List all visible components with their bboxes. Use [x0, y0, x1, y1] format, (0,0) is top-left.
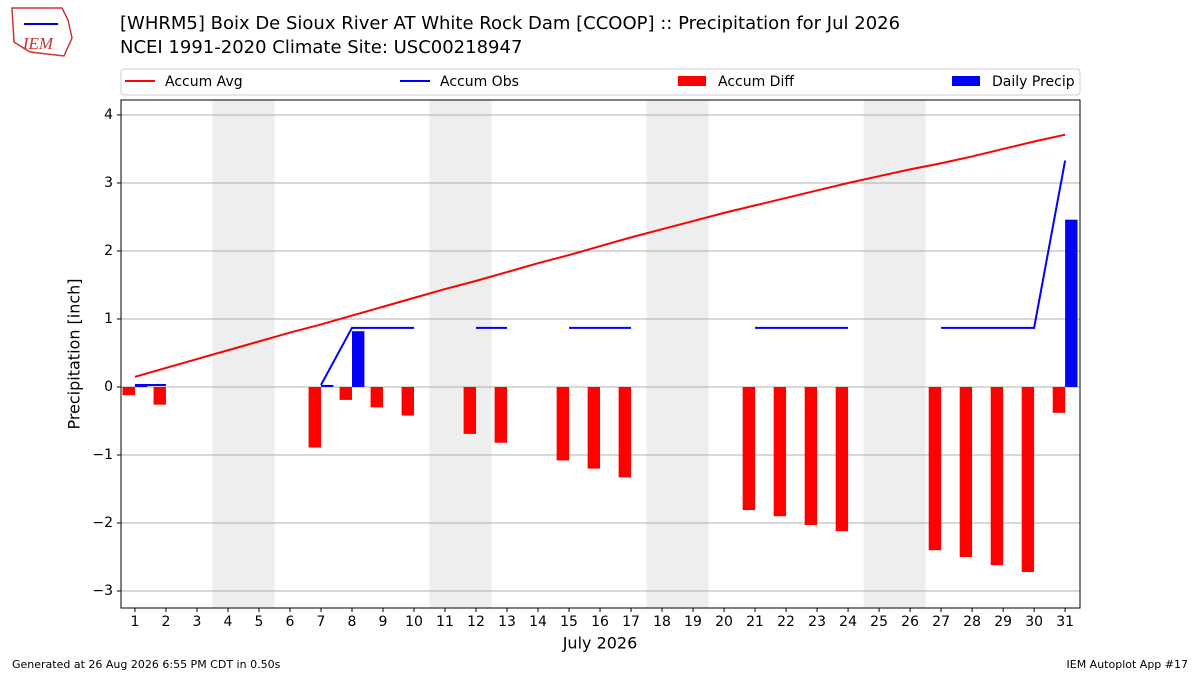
x-tick-label: 5 — [255, 614, 264, 630]
y-tick-label: −3 — [92, 583, 113, 599]
legend-label: Accum Avg — [165, 74, 243, 90]
x-tick-label: 19 — [684, 614, 702, 630]
bar — [370, 386, 383, 408]
legend-box — [120, 68, 1081, 96]
bar — [773, 386, 787, 517]
x-tick-label: 3 — [193, 614, 202, 630]
x-tick-label: 9 — [379, 614, 388, 630]
y-tick-label: 3 — [104, 175, 113, 191]
x-tick-label: 8 — [348, 614, 357, 630]
legend-label: Daily Precip — [992, 74, 1075, 90]
x-tick-label: 14 — [529, 614, 547, 630]
x-tick-label: 26 — [901, 614, 919, 630]
x-tick-label: 18 — [653, 614, 671, 630]
bar — [556, 386, 570, 461]
x-tick-label: 22 — [777, 614, 795, 630]
legend-label: Accum Obs — [440, 74, 519, 90]
chart-title: [WHRM5] Boix De Sioux River AT White Roc… — [120, 13, 900, 34]
shaded-span — [429, 100, 492, 608]
x-tick-label: 2 — [161, 614, 170, 630]
shaded-span — [212, 100, 275, 608]
bar — [401, 386, 415, 416]
footer-right: IEM Autoplot App #17 — [1067, 658, 1189, 671]
x-tick-label: 24 — [839, 614, 857, 630]
x-tick-label: 20 — [715, 614, 733, 630]
legend-swatch — [952, 76, 980, 86]
logo: IEM — [11, 7, 73, 57]
bar — [835, 386, 849, 532]
y-tick-label: 0 — [104, 379, 113, 395]
x-tick-label: 27 — [932, 614, 950, 630]
bar — [339, 386, 352, 400]
bar — [122, 386, 135, 396]
chart-subtitle: NCEI 1991-2020 Climate Site: USC00218947 — [120, 37, 522, 58]
shaded-span — [863, 100, 926, 608]
x-tick-label: 29 — [994, 614, 1012, 630]
x-tick-label: 6 — [286, 614, 295, 630]
y-tick-label: 2 — [104, 243, 113, 259]
x-tick-label: 15 — [560, 614, 578, 630]
x-tick-label: 17 — [622, 614, 640, 630]
logo-text: IEM — [22, 34, 54, 53]
bar — [134, 384, 148, 387]
x-tick-label: 10 — [405, 614, 423, 630]
bar — [990, 386, 1004, 566]
x-tick-label: 16 — [591, 614, 609, 630]
x-tick-label: 23 — [808, 614, 826, 630]
bar — [587, 386, 601, 469]
y-tick-label: 4 — [104, 107, 113, 123]
bar — [959, 386, 973, 557]
bar — [928, 386, 942, 551]
y-tick-label: −1 — [92, 447, 113, 463]
x-tick-label: 13 — [498, 614, 516, 630]
bar — [320, 384, 334, 387]
bar — [804, 386, 818, 526]
bar — [153, 386, 166, 405]
bar — [1052, 386, 1066, 413]
x-tick-label: 25 — [870, 614, 888, 630]
bar — [618, 386, 632, 478]
x-tick-label: 11 — [436, 614, 454, 630]
line — [134, 133, 1066, 378]
legend-swatch — [678, 76, 706, 86]
y-axis-label: Precipitation [inch] — [65, 278, 84, 429]
x-axis-label: July 2026 — [562, 634, 638, 653]
bar — [494, 386, 508, 443]
x-tick-label: 1 — [130, 614, 139, 630]
x-tick-label: 28 — [963, 614, 981, 630]
plot-frame — [120, 99, 1081, 609]
line — [134, 160, 1067, 386]
x-tick-label: 12 — [467, 614, 485, 630]
y-tick-label: −2 — [92, 515, 113, 531]
x-tick-label: 7 — [317, 614, 326, 630]
x-tick-label: 4 — [224, 614, 233, 630]
logo-outline — [11, 7, 73, 57]
bar — [308, 386, 321, 448]
x-tick-label: 21 — [746, 614, 764, 630]
x-tick-label: 31 — [1056, 614, 1074, 630]
x-tick-label: 30 — [1025, 614, 1043, 630]
footer-left: Generated at 26 Aug 2026 6:55 PM CDT in … — [12, 658, 281, 671]
y-tick-label: 1 — [104, 311, 113, 327]
bar — [463, 386, 477, 434]
legend-label: Accum Diff — [718, 74, 794, 90]
bar — [351, 331, 365, 387]
bar — [1021, 386, 1035, 572]
shaded-span — [646, 100, 709, 608]
bar — [742, 386, 756, 511]
bar — [1065, 219, 1078, 387]
